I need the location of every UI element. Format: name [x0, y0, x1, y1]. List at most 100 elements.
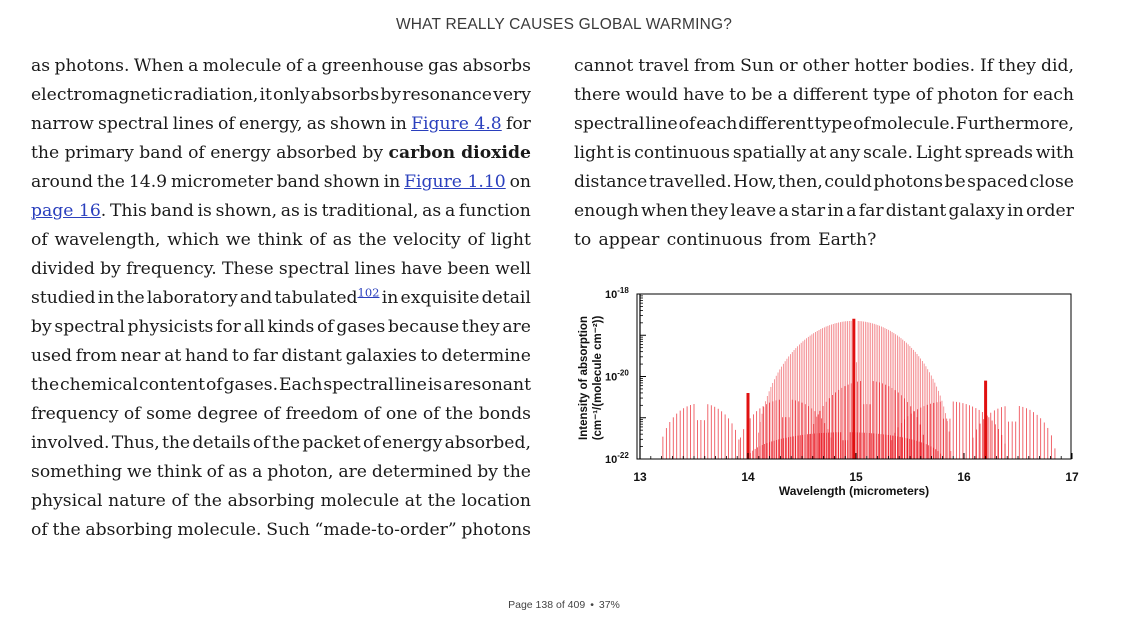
word: primary — [64, 143, 134, 163]
word: Sun — [740, 56, 775, 76]
word: each — [1032, 85, 1074, 105]
word: photons. — [54, 56, 130, 76]
word: of — [915, 85, 933, 105]
word: and — [239, 288, 273, 308]
word: carbon dioxide — [388, 143, 531, 163]
cross-reference-link[interactable]: Figure 1.10 — [404, 172, 506, 192]
word: energy — [210, 143, 271, 163]
word: by — [477, 462, 498, 482]
word: freedom — [285, 404, 359, 424]
word: the — [427, 491, 456, 511]
word: in — [97, 288, 115, 308]
x-tick-label: 13 — [633, 470, 647, 484]
text-line: electromagnetic radiation, it only absorbs by… — [31, 81, 531, 110]
word: of — [316, 317, 334, 337]
cross-reference-link[interactable]: page 16. — [31, 201, 107, 221]
word: when — [640, 201, 689, 221]
word: divided — [31, 259, 95, 279]
word: as — [31, 56, 51, 76]
word: photon — [937, 85, 999, 105]
text-line: enough when they leave a star in a far distant gal… — [574, 197, 1074, 226]
text-line: involved. Thus, the details of the packet of ene… — [31, 429, 531, 458]
word: studied — [31, 288, 96, 308]
word: photons — [873, 172, 943, 192]
word: one — [385, 404, 418, 424]
word: chemical — [60, 375, 139, 395]
text-line: around the 14.9 micrometer band shown in Figure… — [31, 168, 531, 197]
word: type — [814, 114, 853, 134]
word[interactable]: tabulated102 — [274, 285, 380, 308]
word: all — [243, 317, 265, 337]
word: used — [31, 346, 73, 366]
word: star — [790, 201, 826, 221]
word: of — [31, 520, 48, 540]
word: around — [31, 172, 93, 192]
word: gases — [336, 317, 386, 337]
word: any — [829, 143, 861, 163]
page-indicator: Page 138 of 409 — [508, 599, 586, 611]
word: spectral — [54, 317, 125, 337]
word: a — [778, 201, 789, 221]
word: from — [769, 230, 811, 250]
word: Each — [278, 375, 323, 395]
text-line: by spectral physicists for all kinds of gases be… — [31, 313, 531, 342]
word: packet — [302, 433, 361, 453]
word: by — [31, 317, 52, 337]
word: there — [574, 85, 621, 105]
text-line: narrow spectral lines of energy, as shown in Fig… — [31, 110, 531, 139]
absorption-band — [749, 432, 941, 459]
x-tick-label: 15 — [849, 470, 863, 484]
word: are — [502, 317, 531, 337]
word: the — [193, 491, 222, 511]
word: are — [338, 462, 367, 482]
word: a — [188, 56, 199, 76]
footnote-link[interactable]: 102 — [357, 285, 380, 300]
text-line: as photons. When a molecule of a greenhouse gas a… — [31, 52, 531, 81]
text-line: cannot travel from Sun or other hotter bodies. I… — [574, 52, 1074, 81]
word: location — [461, 491, 531, 511]
word: degree — [197, 404, 258, 424]
word: we — [127, 462, 152, 482]
word: “made-to-order” — [314, 520, 457, 540]
word: exquisite — [400, 288, 480, 308]
word: determined — [371, 462, 473, 482]
word: shown — [330, 114, 387, 134]
word: only — [273, 85, 310, 105]
word: Such — [266, 520, 310, 540]
plot-frame — [636, 293, 1072, 460]
word: think — [257, 230, 303, 250]
word: in — [827, 201, 844, 221]
word: they — [998, 56, 1037, 76]
word: distance — [574, 172, 648, 192]
word: as — [306, 114, 326, 134]
word: different — [738, 114, 814, 134]
y-tick-label: 10-18 — [605, 286, 629, 301]
word: order — [1025, 201, 1074, 221]
word: electromagnetic — [31, 85, 173, 105]
word: the — [96, 172, 125, 192]
word: in — [390, 114, 407, 134]
word: the — [271, 433, 301, 453]
word: the — [445, 404, 474, 424]
text-line: there would have to be a different type of photon… — [574, 81, 1074, 110]
y-tick-label: 10-22 — [605, 451, 629, 466]
cross-reference-link[interactable]: Figure 4.8 — [411, 114, 502, 134]
word: of — [205, 375, 223, 395]
text-line: used from near at hand to far distant galaxies to… — [31, 342, 531, 371]
word: lines — [172, 114, 214, 134]
word: a — [306, 56, 318, 76]
word: molecule. — [177, 520, 262, 540]
word: near — [120, 346, 161, 366]
word: frequency — [31, 404, 119, 424]
word: as — [422, 201, 442, 221]
absorption-band — [662, 404, 740, 459]
word: traditional, — [321, 201, 419, 221]
word: spreads — [964, 143, 1033, 163]
word: the — [502, 462, 531, 482]
word: well — [495, 259, 531, 279]
word: as — [332, 230, 352, 250]
word: is — [197, 201, 212, 221]
word: different — [792, 85, 868, 105]
word: it — [259, 85, 272, 105]
absorption-band — [740, 399, 832, 459]
